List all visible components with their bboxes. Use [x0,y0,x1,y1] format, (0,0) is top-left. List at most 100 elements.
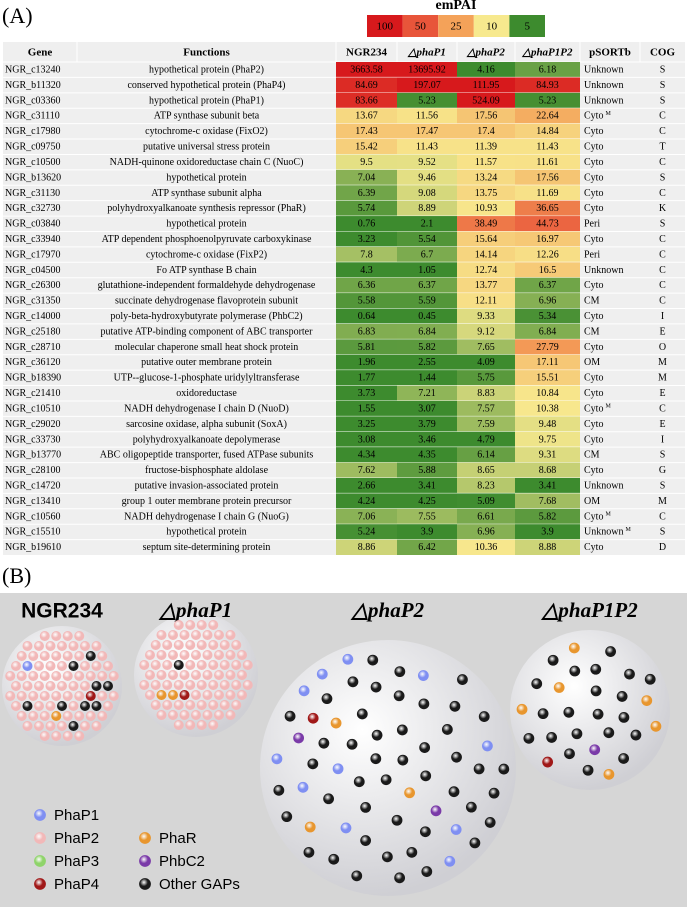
protein-dot [451,751,462,763]
group-title: △phaP1 [158,598,232,622]
psortb-note: M [625,527,631,533]
protein-dot [173,680,184,691]
protein-dot [618,711,630,723]
empai-value: 3663.58 [350,65,383,76]
protein-dot [231,700,242,711]
empai-value: 1.55 [358,403,376,414]
empai-value: 9.12 [477,326,495,337]
protein-dot [196,619,207,630]
protein-dot [225,690,236,701]
protein-dot [589,744,601,756]
protein-dot [91,660,102,671]
psortb-cell: Cyto [584,388,603,399]
empai-value: 3.25 [358,419,376,430]
psortb-cell: Cyto [584,234,603,245]
protein-dot [231,659,242,670]
empai-value: 36.65 [536,203,559,214]
protein-dot [236,690,247,701]
protein-dot [167,629,178,640]
column-header: COG [650,47,676,59]
protein-dot [156,629,167,640]
protein-dot [190,629,201,640]
empai-value: 17.4 [477,126,495,137]
empai-value: 5.88 [418,465,436,476]
heat-cell [457,293,515,309]
empai-value: 8.65 [477,465,495,476]
heat-cell [397,216,457,232]
protein-dot [450,824,462,835]
heat-cell [515,277,580,294]
heat-cell [515,108,580,124]
empai-value: 5.23 [539,95,557,106]
protein-dot [590,685,602,697]
empai-value: 6.18 [539,65,557,76]
protein-dot [34,878,46,890]
empai-value: 6.61 [477,511,495,522]
heat-cell [336,231,397,247]
heat-cell [397,108,457,124]
gene-cell: NGR_b13770 [5,450,61,461]
protein-dot [62,711,73,722]
protein-dot [103,660,114,671]
heat-cell [515,185,580,201]
heat-cell [515,323,580,340]
protein-dot [16,650,27,661]
gene-cell: NGR_b19610 [5,542,61,553]
cog-cell: C [659,265,666,276]
protein-dot [202,649,213,660]
heat-cell [515,246,580,263]
psortb-note: M [605,404,611,410]
empai-value: 7.62 [358,465,376,476]
heat-cell [515,92,580,109]
protein-dot [340,822,352,834]
heat-cell [457,139,515,155]
protein-dot [592,708,604,720]
gene-cell: NGR_b13620 [5,172,61,183]
empai-value: 7.8 [360,249,373,260]
protein-dot [590,663,602,675]
empai-value: 14.14 [475,249,498,260]
empai-value: 3.79 [418,419,436,430]
empai-value: 9.48 [539,419,557,430]
empai-value: 10.36 [475,542,498,553]
protein-dot [62,630,73,641]
heat-cell [515,385,580,401]
protein-dot [582,764,594,776]
protein-dot [103,681,114,692]
protein-dot [185,659,196,670]
protein-dot [213,710,224,721]
heat-cell [515,293,580,309]
empai-value: 7.55 [418,511,436,522]
legend-label: Other GAPs [159,876,240,893]
protein-dot [473,763,485,775]
heat-cell [397,308,457,324]
heat-cell [457,462,515,478]
protein-dot [404,787,415,799]
gene-cell: NGR_b18390 [5,373,61,384]
protein-dot [488,787,500,799]
protein-dot [167,649,178,660]
heat-cell [457,92,515,109]
heat-cell [336,462,397,478]
protein-dot [307,758,319,770]
protein-dot [603,768,615,780]
heat-cell [457,385,515,401]
protein-dot [10,681,21,692]
empai-value: 7.65 [477,342,495,353]
empai-value: 13.67 [355,111,378,122]
psortb-cell: Cyto [584,172,603,183]
heat-cell [515,539,580,555]
protein-dot [523,732,535,744]
function-cell: conserved hypothetical protein (PhaP4) [127,80,285,91]
psortb-cell: Cyto [584,403,603,414]
protein-dot [419,742,431,753]
cog-cell: M [658,496,667,507]
empai-value: 17.56 [536,172,559,183]
heat-cell [397,246,457,263]
heat-cell [457,400,515,417]
legend-label: PhaP2 [54,830,99,847]
empai-value: 83.66 [355,95,378,106]
protein-dot [34,855,46,867]
empai-value: 197.07 [413,80,441,91]
heat-cell [397,370,457,386]
